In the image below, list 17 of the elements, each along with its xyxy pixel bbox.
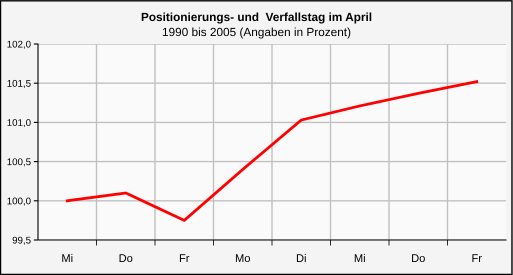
x-tick-label: Do	[120, 254, 132, 262]
y-tick-label: 100,5	[7, 158, 31, 166]
x-tick-label: Do	[412, 254, 425, 262]
y-tick-label: 101,5	[7, 80, 31, 88]
x-tick-label: Mi	[354, 254, 365, 262]
x-tick-label: Di	[296, 254, 306, 262]
y-tick-label: 100,0	[7, 198, 31, 206]
chart-title: Positionierungs- und Verfallstag im April	[142, 12, 372, 24]
x-tick-label: Fr	[472, 254, 482, 262]
y-tick-label: 101,0	[7, 119, 31, 128]
y-tick-label: 99,5	[12, 236, 31, 245]
x-tick-label: Fr	[180, 254, 190, 262]
x-tick-label: Mi	[62, 254, 72, 262]
x-tick-label: Mo	[236, 254, 250, 262]
y-tick-label: 102,0	[7, 40, 31, 49]
line-series	[66, 80, 478, 222]
chart-subtitle: 1990 bis 2005 (Angaben in Prozent)	[162, 28, 350, 38]
